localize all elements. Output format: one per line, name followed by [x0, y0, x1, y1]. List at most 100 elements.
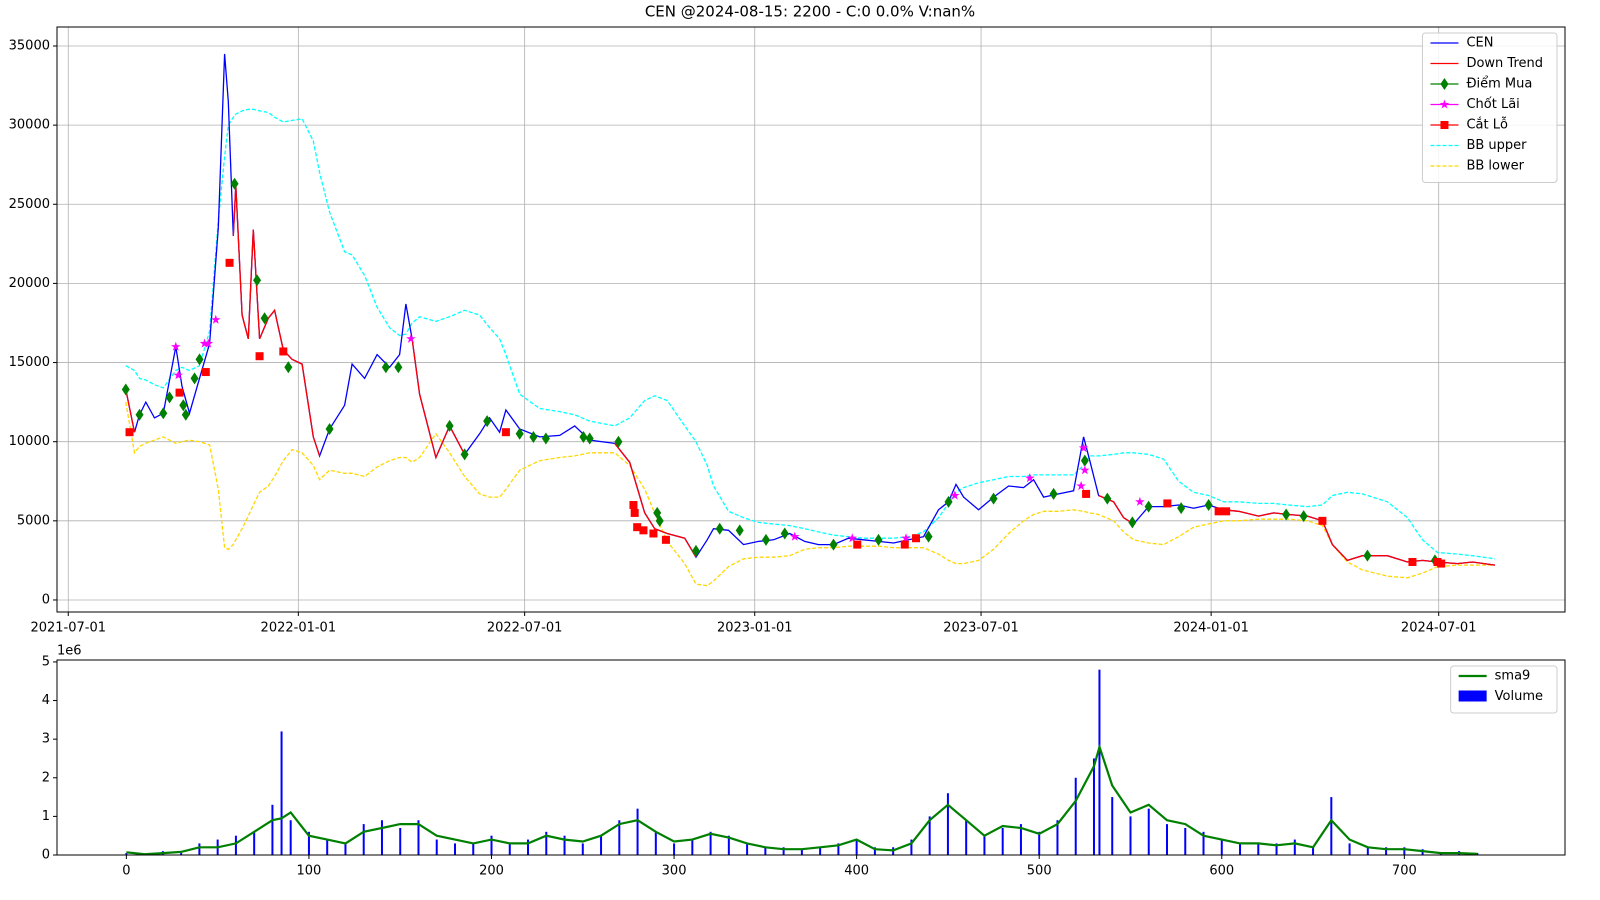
marker [912, 534, 921, 543]
bar [764, 847, 767, 855]
y-tick-label: 4 [42, 693, 50, 708]
bar [380, 820, 383, 855]
bar [946, 793, 949, 855]
marker [661, 535, 670, 544]
legend-sample [1430, 121, 1459, 129]
marker [585, 432, 594, 445]
marker [201, 368, 210, 377]
bar [673, 843, 676, 855]
bar [709, 831, 712, 855]
bar [1074, 777, 1077, 855]
marker [1440, 78, 1449, 90]
bar [417, 820, 420, 855]
marker [1082, 489, 1091, 498]
marker [901, 533, 911, 543]
legend-label: Down Trend [1466, 56, 1543, 71]
y-tick-label: 1 [42, 809, 50, 824]
x-tick-label: 300 [662, 864, 687, 879]
marker [1299, 510, 1308, 523]
marker [199, 338, 210, 348]
y-tick-label: 5 [42, 654, 50, 669]
marker [1128, 516, 1137, 529]
x-tick-label: 200 [479, 864, 504, 879]
bar [1348, 843, 1351, 855]
marker [253, 274, 262, 287]
bar [326, 839, 329, 855]
bar [800, 849, 803, 855]
bar [1257, 843, 1260, 855]
x-tick-label: 2023-07-01 [943, 621, 1019, 636]
marker [181, 408, 190, 421]
marker [847, 533, 857, 543]
bar [344, 843, 347, 855]
y-tick-label: 20000 [9, 276, 50, 291]
bar [527, 839, 530, 855]
marker [255, 352, 264, 361]
x-tick-label: 0 [122, 864, 130, 879]
bar [1385, 847, 1388, 855]
bar [1147, 808, 1150, 855]
legend-sample [1430, 78, 1459, 90]
legend-label: CEN [1466, 36, 1493, 51]
bar [307, 831, 310, 855]
marker [1318, 516, 1327, 525]
marker [406, 333, 416, 343]
marker [614, 435, 623, 448]
bar [253, 831, 256, 855]
marker [394, 361, 403, 374]
bar [1220, 839, 1223, 855]
bar [928, 816, 931, 855]
legend-label: Cắt Lỗ [1466, 118, 1508, 133]
marker [190, 372, 199, 385]
line-series [126, 743, 1478, 856]
line-series [125, 401, 1495, 587]
marker [445, 419, 454, 432]
marker [203, 338, 214, 348]
marker [1282, 508, 1291, 521]
marker [649, 529, 658, 538]
x-tick-label: 600 [1209, 864, 1234, 879]
marker [735, 524, 744, 537]
y-tick-label: 2 [42, 770, 50, 785]
y-tick-label: 0 [42, 592, 50, 607]
bar [618, 820, 621, 855]
bar [1275, 843, 1278, 855]
marker [175, 388, 184, 397]
line-series [125, 108, 1496, 560]
bar [1038, 831, 1041, 855]
line-series [125, 185, 1496, 566]
x-tick-label: 2022-01-01 [261, 621, 337, 636]
marker [483, 415, 492, 428]
marker [1144, 500, 1153, 513]
marker [165, 391, 174, 404]
y-tick-label: 5000 [17, 513, 50, 528]
marker [853, 540, 862, 549]
marker [171, 341, 181, 351]
marker [900, 540, 909, 549]
bar [965, 820, 968, 855]
marker [1440, 121, 1449, 129]
legend: CEN Down Trend Điểm Mua Chốt Lãi Cắt Lỗ BB up… [1421, 32, 1558, 183]
bar [1056, 820, 1059, 855]
marker [1439, 99, 1450, 109]
bar [1366, 847, 1369, 855]
marker [1204, 499, 1213, 512]
bar [508, 843, 511, 855]
marker [529, 430, 538, 443]
bar [1202, 831, 1205, 855]
bar [581, 843, 584, 855]
marker [179, 399, 188, 412]
bar [1098, 669, 1101, 855]
marker [1103, 492, 1112, 505]
marker [989, 492, 998, 505]
bar [545, 831, 548, 855]
marker [950, 490, 960, 500]
marker [381, 361, 390, 374]
y-tick-label: 25000 [9, 197, 50, 212]
marker [325, 423, 334, 436]
bar [362, 824, 365, 855]
bar [490, 835, 493, 855]
marker [211, 314, 221, 324]
marker [1080, 465, 1090, 475]
